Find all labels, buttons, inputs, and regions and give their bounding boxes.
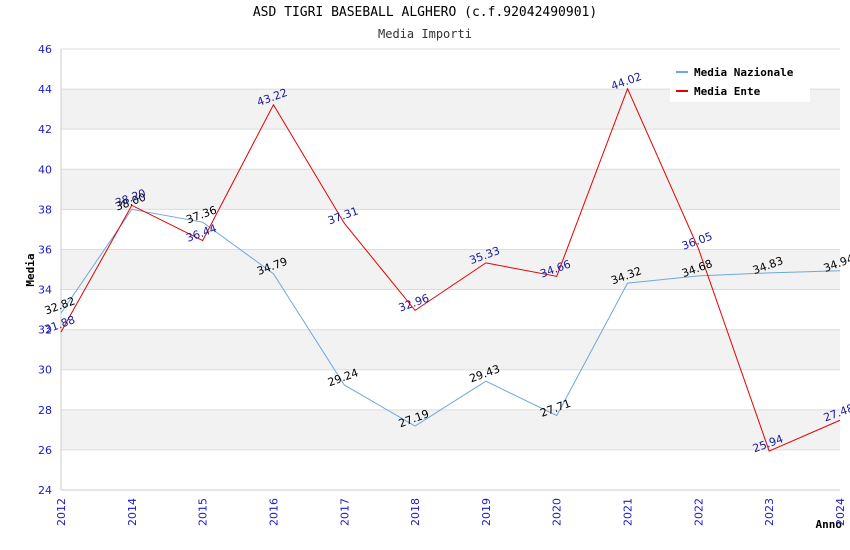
y-tick-label: 28 [38, 404, 52, 417]
x-tick-label: 2015 [197, 498, 210, 526]
chart-subtitle: Media Importi [378, 27, 472, 41]
y-tick-label: 26 [38, 444, 52, 457]
y-tick-label: 46 [38, 43, 52, 56]
x-tick-label: 2023 [763, 498, 776, 526]
x-axis-label: Anno [816, 518, 843, 531]
legend-label: Media Ente [694, 85, 761, 98]
y-tick-label: 40 [38, 163, 52, 176]
x-tick-label: 2021 [622, 498, 635, 526]
y-tick-label: 38 [38, 203, 52, 216]
y-axis-label: Media [24, 253, 37, 286]
y-tick-label: 34 [38, 284, 52, 297]
x-tick-label: 2024 [834, 498, 847, 526]
chart-title: ASD TIGRI BASEBALL ALGHERO (c.f.92042490… [252, 5, 598, 20]
x-tick-label: 2022 [692, 498, 705, 526]
x-tick-label: 2012 [55, 498, 68, 526]
y-tick-label: 36 [38, 243, 52, 256]
x-tick-label: 2020 [551, 498, 564, 526]
y-tick-label: 24 [38, 484, 52, 497]
x-tick-label: 2016 [267, 498, 280, 526]
grid-band [61, 409, 840, 450]
legend-label: Media Nazionale [694, 66, 794, 79]
y-tick-label: 42 [38, 123, 52, 136]
x-tick-label: 2018 [409, 498, 422, 526]
x-tick-label: 2014 [126, 498, 139, 526]
y-tick-label: 30 [38, 364, 52, 377]
series-line-2 [60, 87, 841, 452]
grid-band [61, 329, 840, 370]
y-tick-label: 32 [38, 324, 52, 337]
legend-box [670, 60, 810, 102]
x-tick-label: 2019 [480, 498, 493, 526]
grid-band [61, 249, 840, 290]
series-line-1 [60, 208, 841, 427]
x-tick-label: 2017 [338, 498, 351, 526]
data-label: 32.96 [397, 292, 431, 315]
grid-band [61, 169, 840, 210]
y-tick-label: 44 [38, 83, 52, 96]
